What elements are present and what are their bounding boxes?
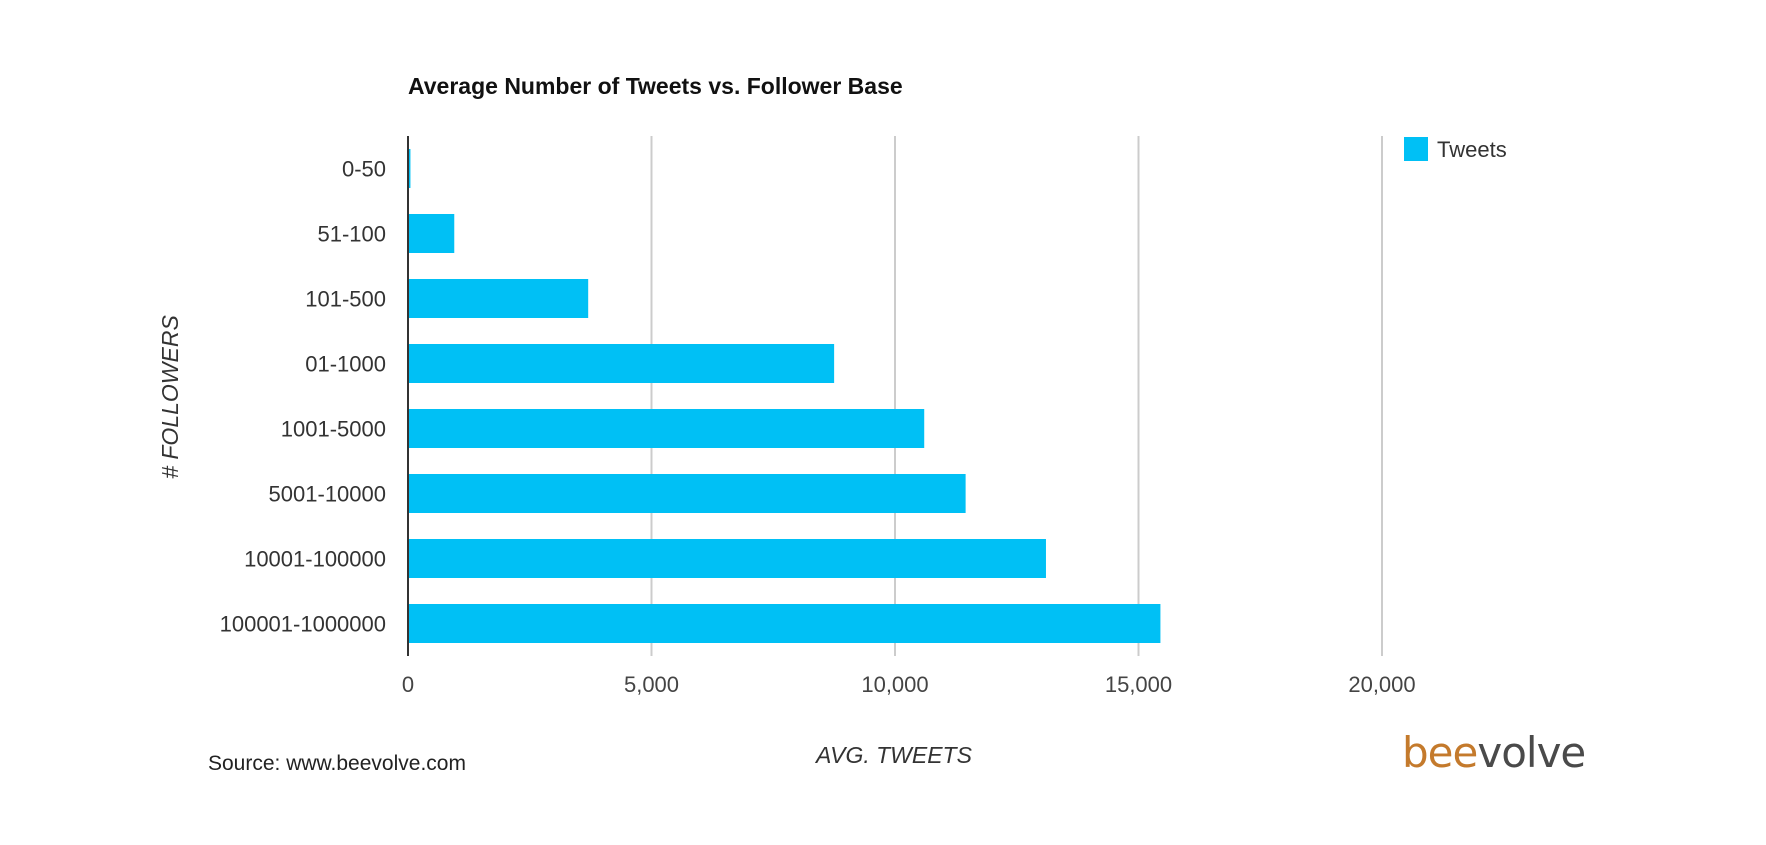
category-label: 100001-1000000 [220,612,386,637]
x-tick-labels: 0 5,000 10,000 15,000 20,000 [402,672,1416,697]
category-label: 0-50 [342,157,386,182]
legend: Tweets [1404,137,1507,162]
source-text: Source: www.beevolve.com [208,752,466,775]
x-axis-title: AVG. TWEETS [814,742,973,768]
logo-part-volve: volve [1477,728,1585,777]
bar [408,604,1161,643]
legend-swatch [1404,137,1428,161]
bars [408,149,1161,643]
category-label: 01-1000 [305,352,386,377]
category-label: 5001-10000 [269,482,386,507]
bar [408,539,1046,578]
x-tick-label: 5,000 [624,672,679,697]
bar [408,474,966,513]
x-tick-label: 10,000 [861,672,928,697]
y-axis-title: # FOLLOWERS [157,315,183,479]
bar [408,149,411,188]
legend-label: Tweets [1437,137,1507,162]
beevolve-logo: beevolve [1402,728,1585,777]
chart-title: Average Number of Tweets vs. Follower Ba… [408,73,903,99]
category-label: 101-500 [305,287,386,312]
category-label: 10001-100000 [244,547,386,572]
bar [408,344,835,383]
category-label: 1001-5000 [281,417,386,442]
bar [408,409,925,448]
category-labels: 0-50 51-100 101-500 01-1000 1001-5000 5001-10… [220,157,386,637]
x-tick-label: 0 [402,672,414,697]
logo-part-bee: bee [1402,728,1477,777]
x-tick-label: 20,000 [1348,672,1415,697]
bar [408,279,589,318]
bar [408,214,455,253]
x-tick-label: 15,000 [1105,672,1172,697]
category-label: 51-100 [317,222,386,247]
